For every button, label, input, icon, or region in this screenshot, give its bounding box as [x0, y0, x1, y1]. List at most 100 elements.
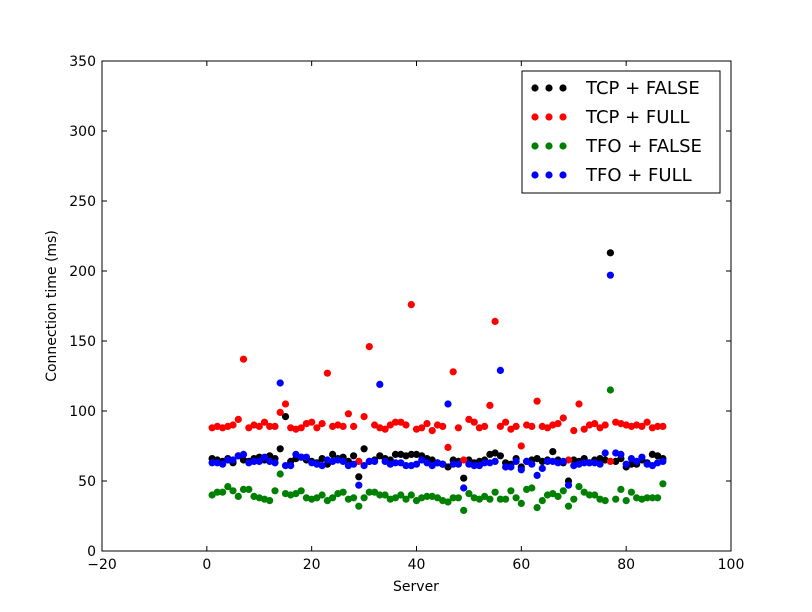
data-point — [654, 494, 662, 502]
data-point — [517, 442, 525, 450]
y-tick-label: 50 — [78, 474, 96, 490]
data-point — [229, 456, 237, 464]
legend-marker — [545, 171, 553, 179]
data-point — [502, 495, 510, 503]
data-point — [376, 452, 384, 460]
data-point — [633, 457, 641, 465]
data-point — [654, 452, 662, 460]
x-tick-label: −20 — [87, 557, 117, 573]
data-point — [449, 368, 457, 376]
data-point — [559, 414, 567, 422]
data-point — [444, 443, 452, 451]
data-point — [381, 491, 389, 499]
data-point — [481, 422, 489, 430]
data-point — [281, 400, 290, 408]
data-point — [580, 459, 588, 467]
y-tick-label: 100 — [69, 404, 96, 420]
data-point — [543, 424, 552, 432]
data-point — [591, 491, 599, 499]
data-point — [365, 488, 373, 496]
data-point — [318, 462, 326, 470]
data-point — [507, 487, 515, 495]
data-point — [355, 473, 363, 481]
data-point — [606, 457, 615, 465]
data-point — [391, 459, 400, 467]
data-point — [391, 494, 400, 502]
legend-marker — [531, 171, 539, 179]
data-point — [564, 502, 573, 510]
data-point — [654, 422, 662, 430]
data-point — [344, 410, 352, 418]
data-point — [449, 494, 457, 502]
data-point — [402, 462, 410, 470]
data-point — [559, 457, 567, 465]
data-point — [360, 494, 368, 502]
data-point — [512, 494, 520, 502]
data-point — [533, 504, 541, 512]
y-tick-label: 0 — [87, 544, 96, 560]
data-point — [591, 420, 599, 428]
x-tick-label: 40 — [408, 557, 426, 573]
data-point — [276, 408, 284, 416]
data-point — [460, 456, 468, 464]
legend: TCP + FALSE TCP + FULL TFO + FALSE TFO + FU… — [521, 70, 721, 194]
legend-marker — [531, 113, 539, 121]
data-point — [570, 427, 578, 435]
data-point — [219, 488, 227, 496]
data-point — [659, 457, 667, 465]
data-point — [250, 457, 258, 465]
data-point — [517, 499, 525, 507]
data-point — [622, 497, 630, 505]
data-point — [585, 459, 594, 467]
data-point — [617, 485, 625, 493]
data-point — [339, 457, 347, 465]
data-point — [496, 366, 504, 374]
legend-label: TCP + FALSE — [585, 78, 700, 99]
data-point — [412, 460, 421, 468]
data-point — [376, 491, 384, 499]
data-point — [360, 445, 368, 453]
data-point — [606, 249, 615, 257]
data-point — [585, 491, 594, 499]
data-point — [397, 491, 405, 499]
data-point — [460, 506, 468, 514]
data-point — [575, 400, 583, 408]
data-point — [491, 317, 499, 325]
data-point — [229, 487, 237, 495]
data-point — [329, 450, 337, 458]
data-point — [549, 448, 557, 456]
data-point — [208, 459, 216, 467]
data-point — [481, 492, 489, 500]
data-point — [297, 453, 305, 461]
data-point — [554, 420, 562, 428]
data-point — [428, 462, 436, 470]
x-tick-label: 0 — [202, 557, 211, 573]
data-point — [491, 457, 499, 465]
series-3 — [208, 271, 667, 492]
data-point — [543, 457, 552, 465]
data-point — [470, 418, 478, 426]
data-point — [407, 491, 415, 499]
legend-label: TFO + FALSE — [585, 136, 702, 157]
data-point — [239, 485, 248, 493]
data-point — [391, 418, 400, 426]
data-point — [281, 413, 290, 421]
data-point — [292, 490, 300, 498]
data-point — [371, 457, 379, 465]
plot-frame — [101, 60, 732, 552]
data-point — [271, 422, 279, 430]
data-point — [355, 502, 363, 510]
data-point — [533, 397, 541, 405]
data-point — [245, 485, 253, 493]
data-point — [496, 495, 504, 503]
legend-entry: TFO + FALSE — [531, 136, 702, 157]
data-point — [439, 422, 447, 430]
y-axis-label: Connection time (ms) — [44, 230, 60, 382]
data-point — [481, 459, 489, 467]
data-point — [271, 459, 279, 467]
data-point — [350, 422, 358, 430]
data-point — [460, 474, 468, 482]
data-point — [276, 445, 284, 453]
